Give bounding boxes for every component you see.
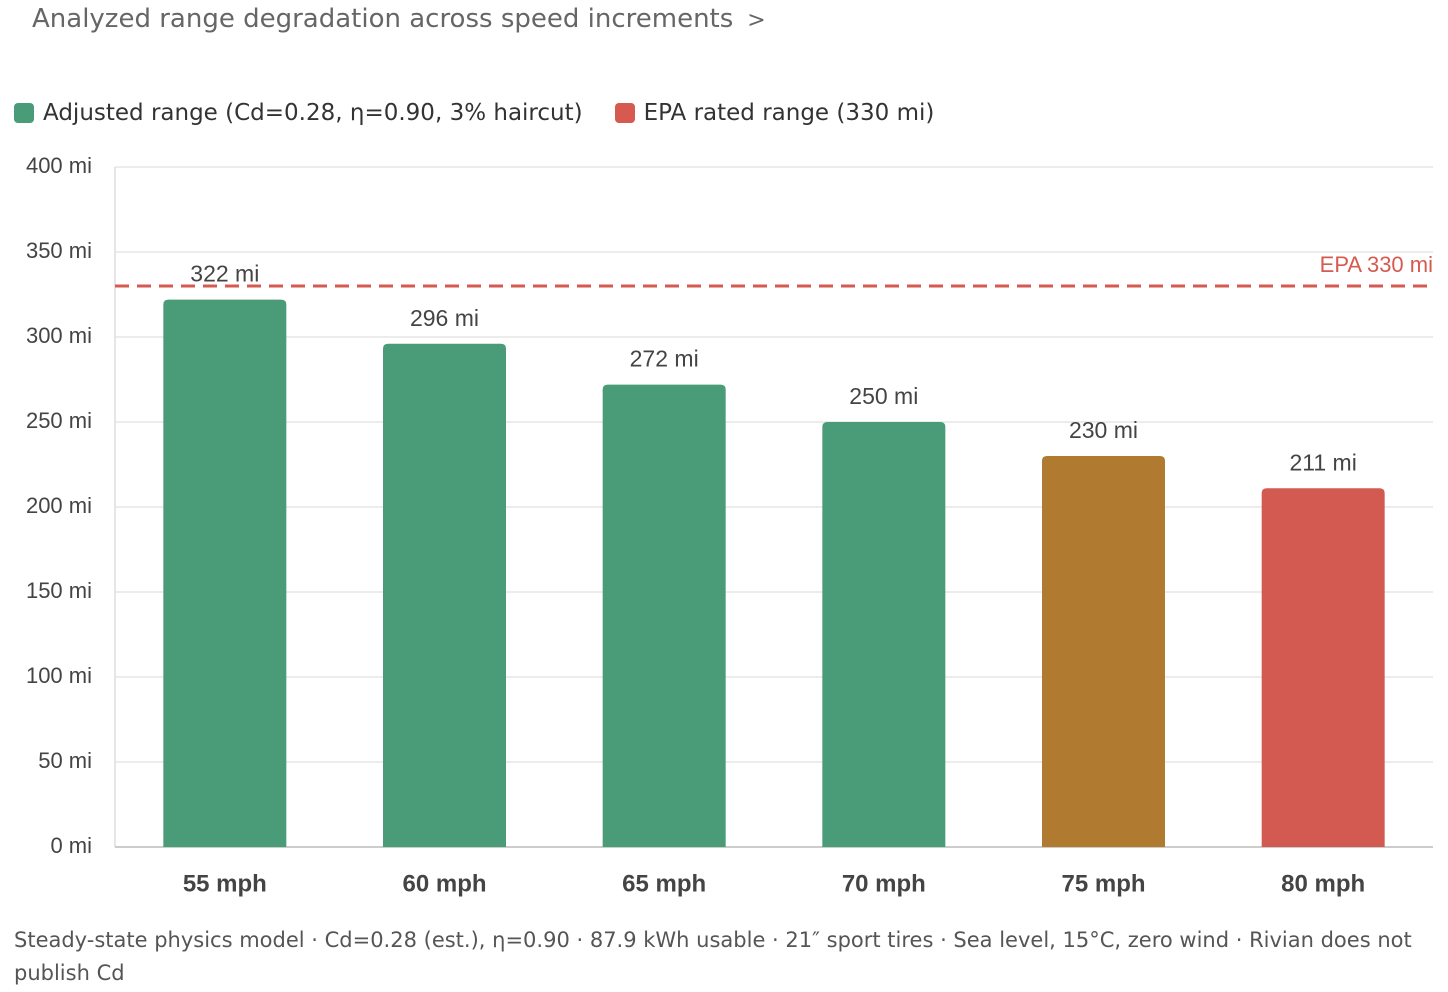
y-tick-label: 350 mi — [26, 238, 92, 263]
chart-title: Analyzed range degradation across speed … — [32, 4, 734, 34]
y-tick-label: 300 mi — [26, 323, 92, 348]
bar — [602, 384, 726, 847]
bar — [1042, 456, 1165, 847]
legend-item: Adjusted range (Cd=0.28, η=0.90, 3% hair… — [14, 100, 583, 126]
value-label: 250 mi — [849, 383, 918, 409]
chart-title-row[interactable]: Analyzed range degradation across speed … — [32, 4, 766, 34]
bar — [163, 299, 287, 848]
x-tick-label: 65 mph — [622, 870, 706, 897]
x-tick-label: 80 mph — [1281, 870, 1365, 897]
x-tick-label: 55 mph — [183, 870, 267, 897]
y-tick-label: 0 mi — [50, 833, 92, 858]
chevron: > — [747, 8, 766, 33]
legend-label: Adjusted range (Cd=0.28, η=0.90, 3% hair… — [43, 100, 583, 126]
footnote: Steady-state physics model · Cd=0.28 (es… — [14, 928, 1412, 985]
y-tick-label: 400 mi — [26, 153, 92, 178]
bar — [1261, 488, 1385, 847]
value-label: 211 mi — [1290, 449, 1357, 475]
x-tick-label: 60 mph — [402, 870, 486, 897]
value-label: 230 mi — [1069, 417, 1138, 443]
value-label: 272 mi — [630, 346, 699, 372]
legend: Adjusted range (Cd=0.28, η=0.90, 3% hair… — [14, 100, 934, 126]
legend-swatch — [14, 103, 34, 123]
reference-label: EPA 330 mi — [1320, 252, 1433, 277]
y-tick-label: 250 mi — [26, 408, 92, 433]
x-tick-label: 70 mph — [842, 870, 926, 897]
y-tick-label: 200 mi — [26, 493, 92, 518]
value-label: 296 mi — [410, 305, 479, 331]
legend-swatch — [614, 103, 635, 123]
bar — [383, 343, 506, 847]
x-tick-label: 75 mph — [1061, 870, 1145, 897]
y-tick-label: 50 mi — [38, 748, 92, 773]
bar — [822, 422, 946, 847]
value-label: 322 mi — [190, 261, 259, 287]
y-tick-label: 150 mi — [26, 578, 92, 603]
y-tick-label: 100 mi — [26, 663, 92, 688]
legend-label: EPA rated range (330 mi) — [643, 100, 935, 126]
legend-item: EPA rated range (330 mi) — [614, 100, 935, 126]
